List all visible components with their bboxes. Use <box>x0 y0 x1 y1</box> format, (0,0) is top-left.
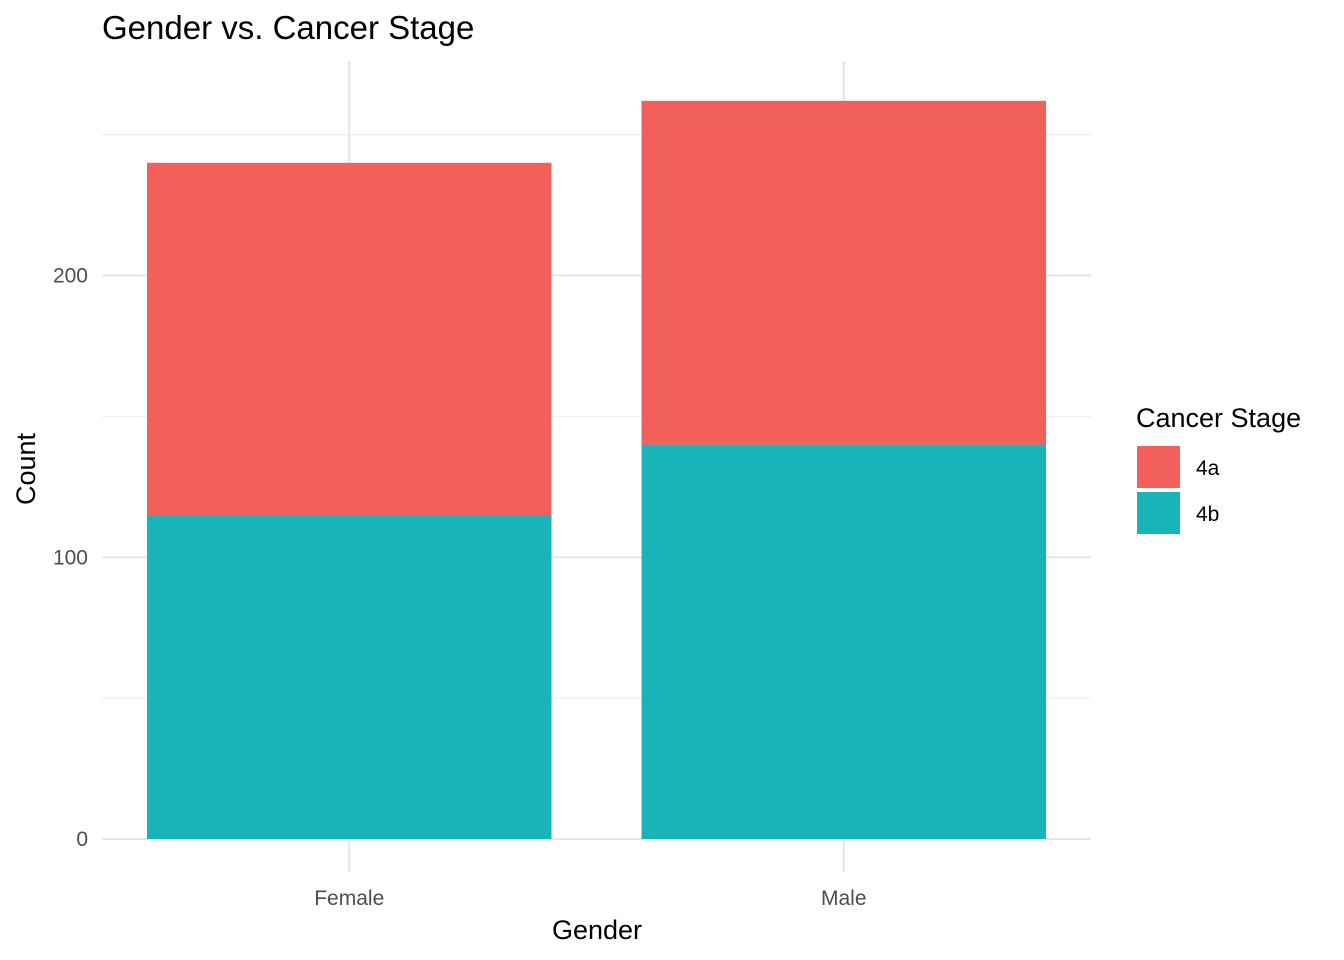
bar-male-4a <box>641 100 1047 445</box>
legend-title: Cancer Stage <box>1136 403 1301 433</box>
x-tick-label: Female <box>314 887 384 910</box>
legend-label: 4b <box>1196 503 1219 526</box>
bars <box>146 100 1047 839</box>
y-tick-label: 0 <box>76 828 88 851</box>
x-tick-label: Male <box>821 887 867 910</box>
y-axis-title: Count <box>11 432 41 505</box>
y-axis-ticks: 0 100 200 <box>53 265 88 852</box>
legend: Cancer Stage 4a 4b <box>1136 403 1301 534</box>
legend-entries: 4a 4b <box>1137 446 1220 534</box>
y-tick-label: 100 <box>53 546 88 569</box>
bar-female-4b <box>146 514 552 839</box>
chart-title: Gender vs. Cancer Stage <box>102 9 474 46</box>
legend-key-4a <box>1137 446 1180 488</box>
bar-male-4b <box>641 444 1047 839</box>
x-axis-ticks: Female Male <box>314 887 866 910</box>
bar-female-4a <box>146 162 552 515</box>
legend-label: 4a <box>1196 457 1220 480</box>
x-axis-title: Gender <box>552 915 642 945</box>
legend-key-4b <box>1137 492 1180 534</box>
y-tick-label: 200 <box>53 265 88 288</box>
